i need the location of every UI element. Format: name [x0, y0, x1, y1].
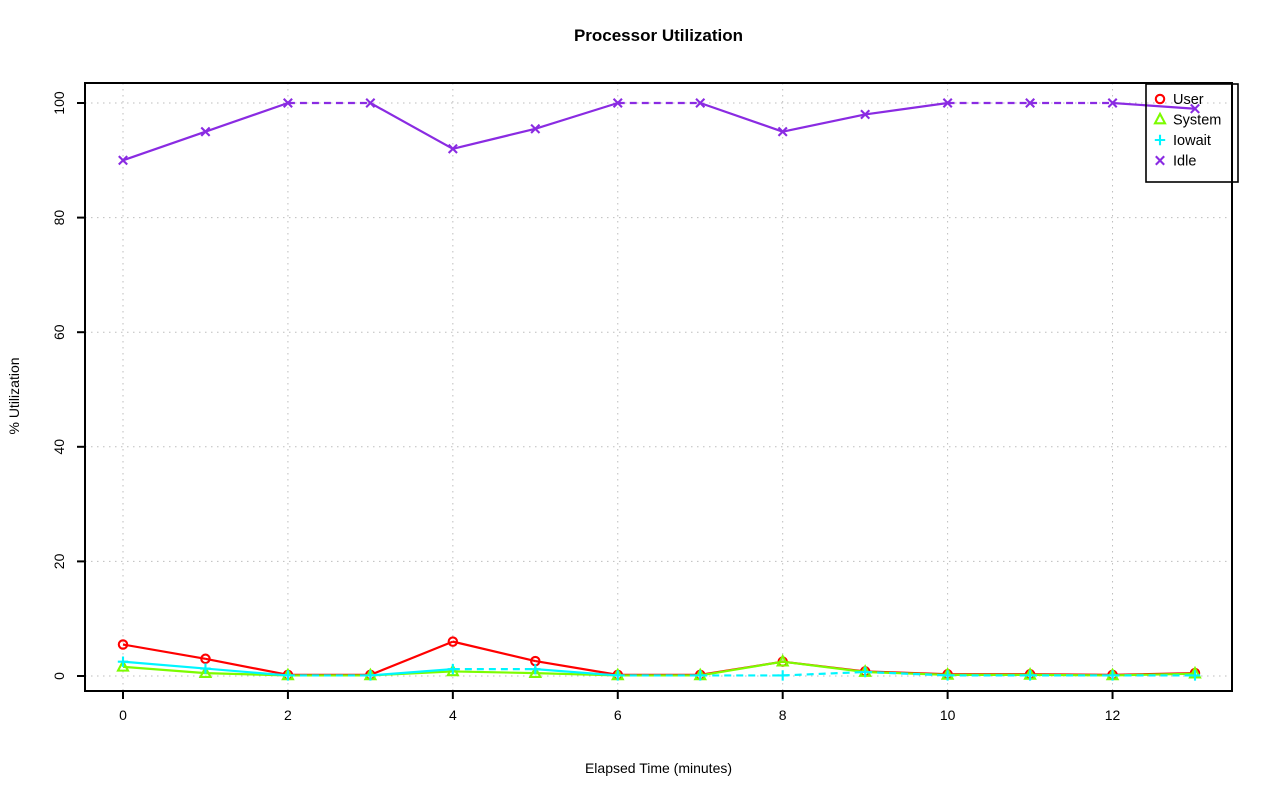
- series-segment-idle: [534, 101, 619, 130]
- marker-x: [1025, 98, 1036, 108]
- marker-plus: [777, 670, 788, 681]
- series-segment-user: [369, 640, 454, 676]
- series-segment-iowait: [370, 668, 453, 677]
- series-segment-idle: [699, 101, 784, 133]
- marker-triangle: [446, 663, 460, 677]
- marker-plus: [365, 670, 376, 681]
- marker-plus: [612, 670, 623, 681]
- marker-plus: [200, 663, 211, 674]
- series-segment-iowait: [535, 668, 618, 677]
- x-tick-label: 10: [940, 707, 956, 723]
- marker-x: [860, 109, 871, 120]
- marker-x: [282, 98, 293, 108]
- series-segment-idle: [452, 127, 536, 150]
- marker-circle: [200, 653, 211, 665]
- marker-triangle: [116, 658, 130, 672]
- y-tick-label: 0: [51, 672, 67, 680]
- legend-label-iowait: Iowait: [1173, 133, 1211, 149]
- chart-title: Processor Utilization: [573, 26, 744, 45]
- series-segment-iowait: [205, 667, 289, 677]
- marker-x: [1107, 98, 1118, 108]
- series-segment-iowait: [865, 670, 948, 677]
- x-tick-label: 8: [779, 707, 787, 723]
- x-tick-label: 2: [284, 707, 292, 723]
- y-tick-label: 20: [51, 553, 67, 569]
- marker-triangle: [775, 653, 790, 667]
- series-segment-system: [452, 670, 536, 675]
- marker-plus: [1107, 670, 1118, 681]
- series-segment-iowait: [122, 660, 206, 670]
- y-tick-label: 80: [51, 210, 67, 226]
- series-segment-iowait: [782, 670, 866, 677]
- y-tick-label: 40: [51, 439, 67, 455]
- x-tick-label: 0: [119, 707, 127, 723]
- y-tick-label: 60: [51, 324, 67, 340]
- marker-triangle: [198, 665, 213, 678]
- marker-plus: [942, 670, 953, 681]
- x-axis-label: Elapsed Time (minutes): [584, 760, 733, 776]
- marker-x: [942, 98, 953, 108]
- marker-plus: [117, 656, 129, 667]
- marker-x: [695, 98, 706, 108]
- legend-box: [1145, 83, 1239, 183]
- series-segment-idle: [122, 130, 206, 162]
- marker-plus: [1024, 670, 1036, 681]
- series-segment-user: [122, 643, 206, 660]
- marker-plus: [447, 663, 459, 675]
- series-segment-user: [452, 640, 536, 663]
- series-segment-idle: [369, 102, 454, 150]
- series-segment-user: [205, 657, 289, 676]
- series-segment-user: [535, 660, 618, 676]
- series-segment-system: [782, 660, 866, 674]
- marker-x: [1190, 103, 1200, 114]
- marker-plus: [859, 666, 871, 678]
- series-segment-idle: [205, 101, 289, 133]
- marker-x: [447, 143, 458, 154]
- marker-x: [200, 126, 211, 137]
- marker-plus: [530, 663, 541, 675]
- marker-x: [777, 126, 788, 137]
- marker-plus: [695, 670, 706, 681]
- marker-x: [1155, 155, 1165, 166]
- marker-x: [365, 98, 376, 108]
- legend-label-user: User: [1173, 92, 1204, 108]
- marker-x: [530, 123, 541, 134]
- x-tick-label: 6: [614, 707, 622, 723]
- legend-label-idle: Idle: [1173, 154, 1196, 170]
- marker-circle: [447, 636, 459, 647]
- series-segment-idle: [865, 101, 948, 116]
- marker-triangle: [528, 665, 543, 678]
- marker-x: [612, 98, 623, 108]
- marker-triangle: [1153, 111, 1167, 125]
- marker-x: [118, 155, 128, 166]
- series-segment-system: [122, 665, 206, 675]
- plot-frame: [84, 82, 1233, 692]
- legend-label-system: System: [1173, 113, 1221, 129]
- series-segment-idle: [782, 113, 866, 133]
- marker-plus: [1189, 670, 1201, 681]
- marker-plus: [1154, 134, 1166, 146]
- series-segment-system: [700, 660, 783, 677]
- series-segment-idle: [1112, 101, 1196, 110]
- x-tick-label: 12: [1105, 707, 1121, 723]
- y-tick-label: 100: [51, 91, 67, 115]
- marker-circle: [1154, 93, 1166, 105]
- x-tick-label: 4: [449, 707, 457, 723]
- marker-plus: [282, 670, 294, 681]
- marker-circle: [117, 639, 129, 650]
